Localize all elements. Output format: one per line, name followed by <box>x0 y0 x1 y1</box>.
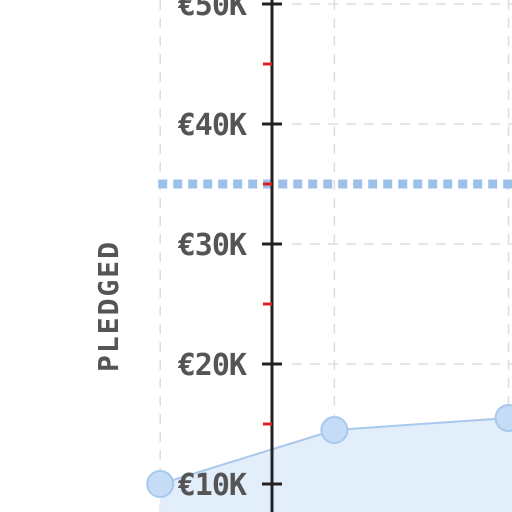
y-tick-label: €30K <box>178 228 247 263</box>
y-tick-label: €20K <box>178 348 247 383</box>
series-area <box>160 417 512 512</box>
series-area-fill <box>160 417 512 512</box>
series-points <box>146 404 512 498</box>
data-point <box>494 404 512 432</box>
y-axis <box>262 0 282 512</box>
y-tick-label: €40K <box>178 108 247 143</box>
y-axis-title: PLEDGED <box>92 240 125 372</box>
data-point <box>146 470 175 498</box>
y-tick-labels: €10K €20K €30K €40K €50K <box>178 0 248 503</box>
grid-lines <box>159 0 512 512</box>
data-point <box>320 416 349 444</box>
y-tick-label: €10K <box>178 468 247 503</box>
y-tick-label: €50K <box>178 0 247 23</box>
